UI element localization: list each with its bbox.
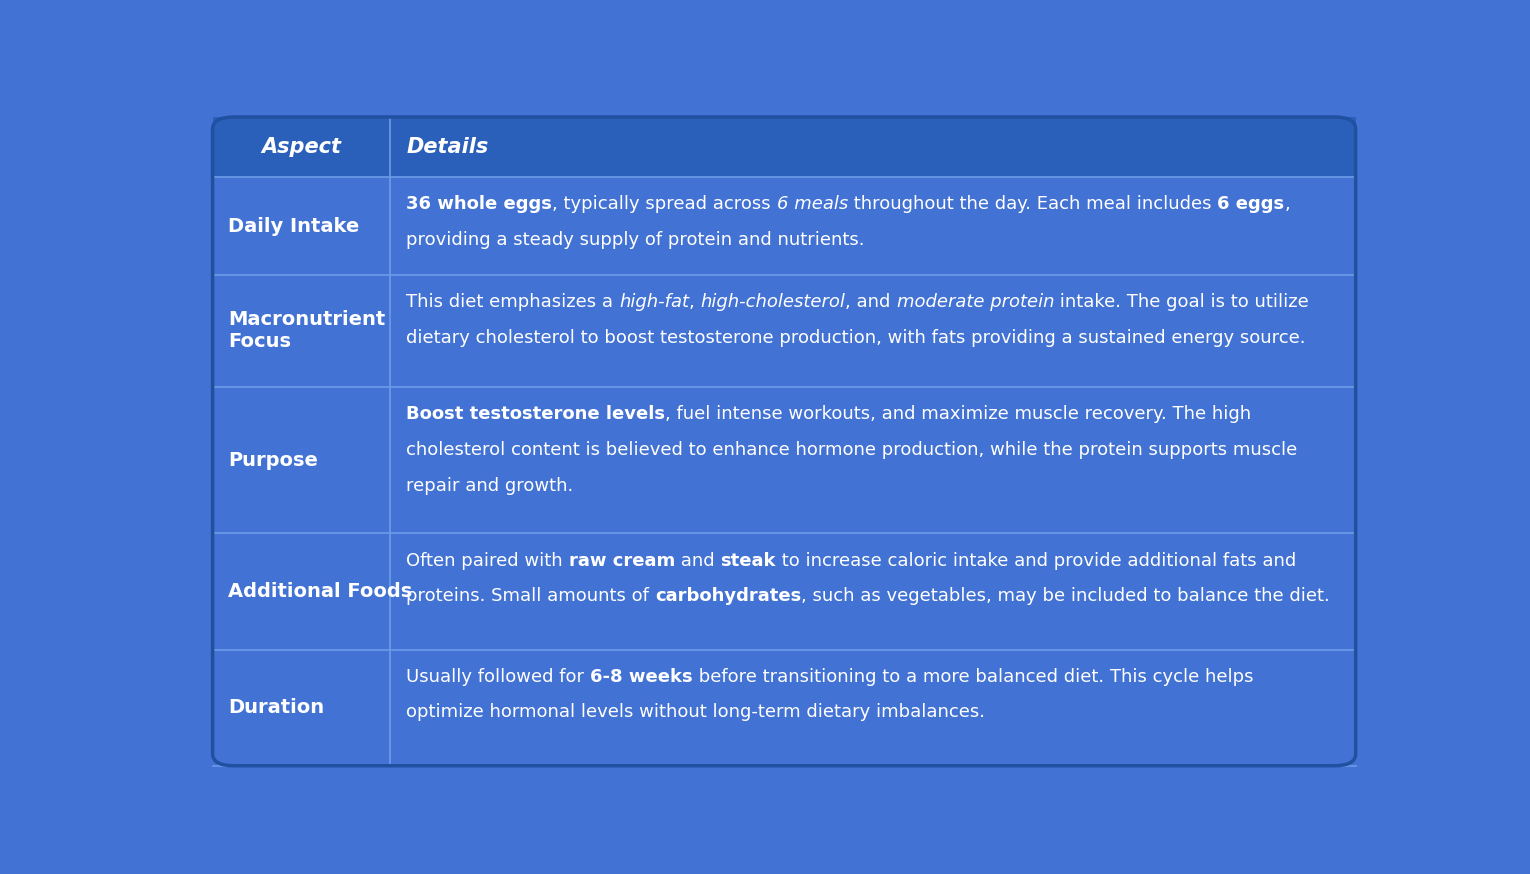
- Text: , such as vegetables, may be included to balance the diet.: , such as vegetables, may be included to…: [802, 587, 1330, 605]
- Text: carbohydrates: carbohydrates: [655, 587, 802, 605]
- Text: Boost testosterone levels: Boost testosterone levels: [407, 406, 666, 423]
- Text: , and: , and: [846, 293, 897, 311]
- Text: ,: ,: [1284, 196, 1290, 213]
- Text: Additional Foods: Additional Foods: [228, 582, 412, 601]
- Text: ,: ,: [688, 293, 701, 311]
- Text: Duration: Duration: [228, 698, 324, 718]
- Text: Usually followed for: Usually followed for: [407, 668, 591, 686]
- Bar: [213, 177, 1356, 274]
- Text: 6-8 weeks: 6-8 weeks: [591, 668, 693, 686]
- Bar: [213, 533, 1356, 649]
- Text: optimize hormonal levels without long-term dietary imbalances.: optimize hormonal levels without long-te…: [407, 704, 985, 721]
- Text: 6 eggs: 6 eggs: [1218, 196, 1284, 213]
- Text: repair and growth.: repair and growth.: [407, 476, 574, 495]
- Text: Daily Intake: Daily Intake: [228, 217, 360, 236]
- Text: high-cholesterol: high-cholesterol: [701, 293, 846, 311]
- Text: Often paired with: Often paired with: [407, 551, 569, 570]
- Text: 36 whole eggs: 36 whole eggs: [407, 196, 552, 213]
- Text: intake. The goal is to utilize: intake. The goal is to utilize: [1054, 293, 1308, 311]
- Text: steak: steak: [721, 551, 776, 570]
- Text: to increase caloric intake and provide additional fats and: to increase caloric intake and provide a…: [776, 551, 1296, 570]
- Text: raw cream: raw cream: [569, 551, 675, 570]
- Text: proteins. Small amounts of: proteins. Small amounts of: [407, 587, 655, 605]
- Text: This diet emphasizes a: This diet emphasizes a: [407, 293, 620, 311]
- Text: before transitioning to a more balanced diet. This cycle helps: before transitioning to a more balanced …: [693, 668, 1253, 686]
- Text: , typically spread across: , typically spread across: [552, 196, 777, 213]
- Text: moderate protein: moderate protein: [897, 293, 1054, 311]
- Text: providing a steady supply of protein and nutrients.: providing a steady supply of protein and…: [407, 232, 864, 249]
- Text: dietary cholesterol to boost testosterone production, with fats providing a sust: dietary cholesterol to boost testosteron…: [407, 329, 1307, 347]
- Bar: [213, 649, 1356, 766]
- Bar: [213, 117, 1356, 177]
- Text: throughout the day. Each meal includes: throughout the day. Each meal includes: [848, 196, 1218, 213]
- Text: high-fat: high-fat: [620, 293, 689, 311]
- Text: Details: Details: [407, 137, 488, 157]
- Text: 6 meals: 6 meals: [777, 196, 848, 213]
- Text: Aspect: Aspect: [262, 137, 341, 157]
- Text: cholesterol content is believed to enhance hormone production, while the protein: cholesterol content is believed to enhan…: [407, 441, 1297, 459]
- Bar: [213, 274, 1356, 387]
- Bar: [213, 387, 1356, 533]
- Text: Purpose: Purpose: [228, 451, 318, 470]
- Text: Macronutrient
Focus: Macronutrient Focus: [228, 310, 386, 351]
- Text: and: and: [675, 551, 721, 570]
- Text: , fuel intense workouts, and maximize muscle recovery. The high: , fuel intense workouts, and maximize mu…: [666, 406, 1252, 423]
